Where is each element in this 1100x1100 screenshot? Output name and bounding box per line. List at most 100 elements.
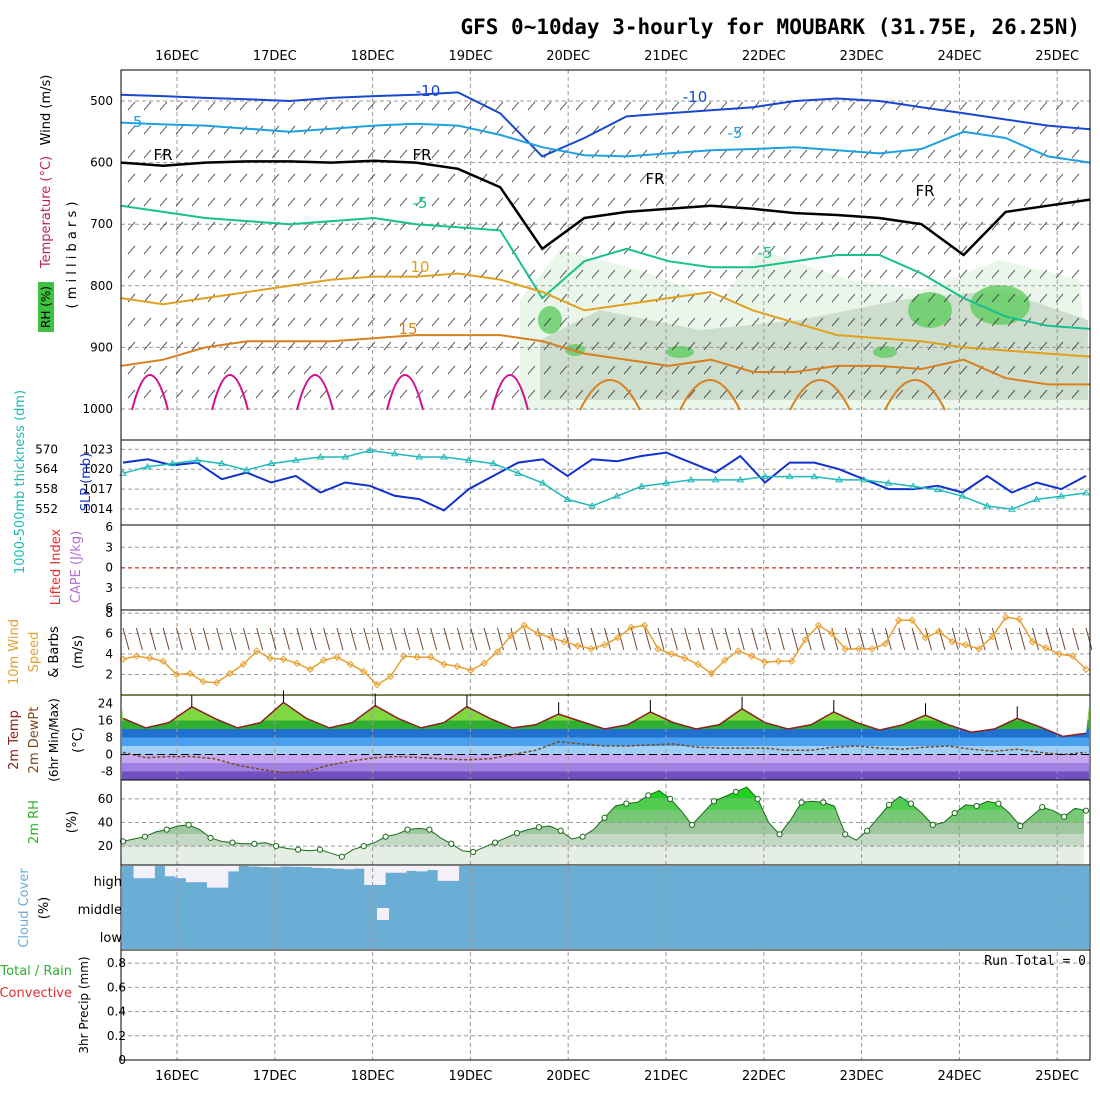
thickness-tick-label: 552 [35,502,58,516]
wind-barb [575,125,584,135]
wind-barb [239,317,248,327]
wind-barb [687,269,696,279]
rh-point [732,788,739,795]
wind-barb [191,197,200,207]
wind-barb [431,245,440,255]
wind-barb [319,365,328,375]
wind-barb [431,125,440,135]
slp-tick-label: 1014 [82,502,113,516]
wind-barb [479,149,488,159]
wind-barb [495,149,504,159]
ylabel-speed: Speed [27,632,42,673]
wind-barb [463,389,472,399]
wind-barb [127,365,136,375]
wind-speed-point [547,633,555,642]
wind-barb [671,317,680,327]
wind-barb [431,341,440,351]
wind-barb [463,365,472,375]
wind-barb [223,245,232,255]
wind-barb [575,341,584,351]
wind-barb [431,197,440,207]
wind-barb [975,149,984,159]
wind-speed-point [533,629,542,638]
wind-barb [399,365,408,375]
wind-barb [463,101,472,111]
rh-point [360,843,367,850]
wind-barb [319,293,328,303]
wind-barb [239,101,248,111]
wind-barb [815,293,824,303]
bottom-day-label: 23DEC [840,1069,884,1084]
wind-barb-10m [336,627,344,651]
wind-barb [1023,101,1032,111]
wind-barb [1055,221,1064,231]
high-cloud-gap [343,866,355,870]
wind-barb [575,101,584,111]
contour-loop [789,379,851,411]
wind-barb [639,293,648,303]
wind-barb [287,269,296,279]
wind-barb [735,221,744,231]
wind-barb [911,341,920,351]
wind-barb [447,245,456,255]
wind-speed-point [961,641,970,649]
wind-barb [191,317,200,327]
wind-barb [1007,125,1016,135]
wind-speed-point [279,655,288,663]
wind-barb [847,365,856,375]
pressure-tick-label: 800 [90,279,113,293]
stability-tick-label: 6 [105,520,113,534]
wind-speed-point [1068,652,1077,660]
top-day-label: 19DEC [448,49,492,64]
wind-barb [255,173,264,183]
wind-barb [783,173,792,183]
wind-barb [687,317,696,327]
high-cloud-gap [280,866,292,867]
wind-barb [703,245,712,255]
wind-barb-10m [1018,627,1026,651]
wind-barb [911,317,920,327]
rh-point [907,800,915,807]
high-cloud-gap [143,866,155,879]
wind-barb-10m [122,627,130,651]
wind-barb [335,389,344,399]
wind-barb [1055,173,1064,183]
high-cloud-gap [437,866,449,881]
temperature-tick-label: 16 [98,714,113,728]
wind-barb [431,173,440,183]
wind-barb [287,101,296,111]
top-day-label: 16DEC [155,49,199,64]
wind-barb [735,197,744,207]
wind-barb [287,317,296,327]
wind-barb [607,365,616,375]
wind-barb [191,245,200,255]
wind-barb [1007,173,1016,183]
wind-speed-point [574,642,582,650]
wind-speed-point [614,633,622,642]
high-cloud-gap [269,866,281,868]
wind-barb-10m [269,627,277,651]
high-cloud-gap [416,866,428,872]
wind-barb [991,149,1000,159]
wind-barb [223,269,232,279]
high-cloud-gap [175,866,187,879]
wind-barb [735,125,744,135]
wind-barb [607,389,616,399]
wind-barb-10m [764,627,772,651]
wind-barb [511,149,520,159]
wind-barb [639,173,648,183]
rh-high-patch [908,292,952,328]
wind-barb [207,389,216,399]
wind-barb [911,125,920,135]
marks-layer [119,91,1093,860]
wind-barb-10m [229,627,237,651]
wind-speed-point [774,657,783,665]
wind-barb [895,269,904,279]
bottom-day-label: 18DEC [351,1069,395,1084]
wind-barb [975,269,984,279]
rh-point [798,799,805,806]
wind-barb [799,389,808,399]
wind-barb [143,389,152,399]
wind-barb [207,197,216,207]
high-cloud-gap [332,866,344,869]
